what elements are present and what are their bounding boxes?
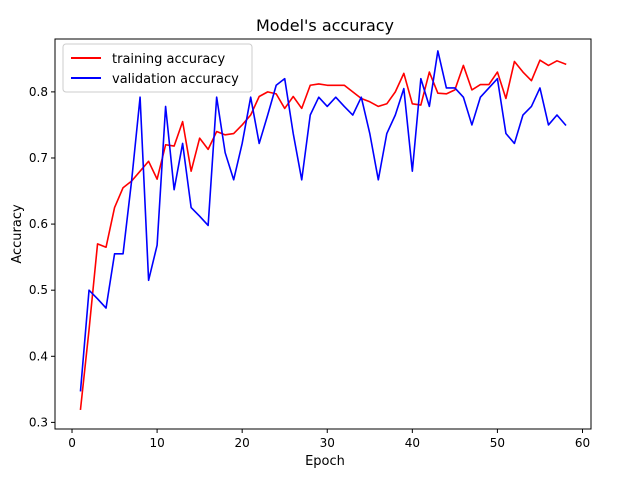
- x-tick-label: 60: [575, 436, 590, 450]
- series-line-validation-accuracy: [79, 50, 567, 392]
- legend-label-validation: validation accuracy: [112, 72, 239, 87]
- y-tick-label: 0.5: [29, 283, 48, 297]
- y-axis-label: Accuracy: [10, 204, 25, 264]
- x-tick-label: 40: [405, 436, 420, 450]
- x-axis: 0 10 20 30 40 50 60: [68, 429, 590, 450]
- x-tick-label: 30: [320, 436, 335, 450]
- y-tick-label: 0.8: [29, 85, 48, 99]
- x-axis-label: Epoch: [305, 454, 345, 469]
- y-axis: 0.3 0.4 0.5 0.6 0.7 0.8: [29, 85, 55, 429]
- plot-frame: [54, 38, 592, 430]
- series-line-training-accuracy: [79, 59, 567, 411]
- x-tick-label: 50: [490, 436, 505, 450]
- y-tick-label: 0.6: [29, 217, 48, 231]
- legend-label-training: training accuracy: [112, 52, 225, 67]
- x-tick-label: 20: [235, 436, 250, 450]
- legend-box: [62, 43, 253, 93]
- legend: training accuracy validation accuracy: [62, 43, 253, 93]
- x-tick-label: 10: [149, 436, 164, 450]
- y-tick-label: 0.4: [29, 349, 48, 363]
- y-tick-label: 0.7: [29, 151, 48, 165]
- chart-title: Model's accuracy: [256, 16, 394, 35]
- x-tick-label: 0: [68, 436, 76, 450]
- y-tick-label: 0.3: [29, 415, 48, 429]
- plot-area: [79, 50, 567, 411]
